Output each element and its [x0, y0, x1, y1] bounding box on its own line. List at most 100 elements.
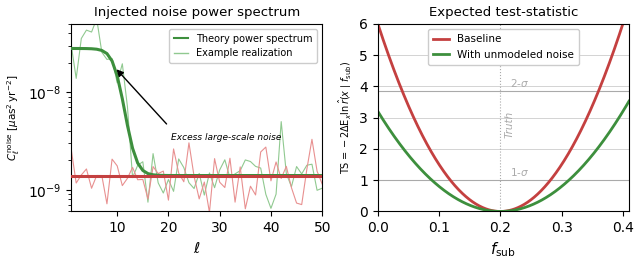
Example realization	[257, 174, 264, 177]
Theory power spectrum	[287, 174, 295, 177]
Example realization	[303, 174, 310, 177]
Example realization	[236, 174, 244, 177]
Example realization	[88, 174, 95, 177]
Theory power spectrum	[277, 174, 285, 177]
Legend: Theory power spectrum, Example realization: Theory power spectrum, Example realizati…	[169, 29, 317, 63]
Theory power spectrum	[211, 174, 218, 177]
X-axis label: $f_\mathrm{sub}$: $f_\mathrm{sub}$	[490, 241, 516, 259]
Theory power spectrum	[159, 174, 167, 177]
Example realization	[241, 174, 249, 177]
Example realization	[144, 174, 152, 177]
Example realization	[200, 174, 208, 177]
Example realization	[216, 174, 223, 177]
Theory power spectrum	[170, 174, 177, 177]
Example realization	[292, 174, 300, 177]
Example realization	[149, 174, 157, 177]
With unmodeled noise	[419, 169, 426, 173]
With unmodeled noise	[542, 196, 550, 199]
Theory power spectrum	[303, 174, 310, 177]
Example realization	[67, 174, 75, 177]
Theory power spectrum	[72, 47, 80, 50]
Theory power spectrum	[231, 174, 239, 177]
Example realization	[272, 174, 280, 177]
Example realization	[103, 174, 111, 177]
Theory power spectrum	[77, 47, 85, 50]
Theory power spectrum	[313, 174, 321, 177]
Theory power spectrum	[252, 174, 259, 177]
Example realization	[298, 174, 305, 177]
Line: With unmodeled noise: With unmodeled noise	[378, 101, 629, 211]
Baseline	[438, 168, 446, 171]
Line: Theory power spectrum: Theory power spectrum	[71, 48, 322, 175]
Baseline	[488, 209, 495, 212]
Theory power spectrum	[246, 174, 254, 177]
Example realization	[211, 174, 218, 177]
Theory power spectrum	[205, 174, 213, 177]
Theory power spectrum	[257, 174, 264, 177]
Theory power spectrum	[216, 174, 223, 177]
Title: Injected noise power spectrum: Injected noise power spectrum	[93, 6, 300, 19]
Legend: Baseline, With unmodeled noise: Baseline, With unmodeled noise	[428, 29, 579, 65]
Baseline	[419, 134, 426, 137]
Title: Expected test-statistic: Expected test-statistic	[429, 6, 578, 19]
Theory power spectrum	[118, 97, 126, 100]
Example realization	[246, 174, 254, 177]
Example realization	[195, 174, 203, 177]
Line: Baseline: Baseline	[378, 5, 629, 211]
Example realization	[164, 174, 172, 177]
Theory power spectrum	[83, 47, 90, 50]
Text: Truth: Truth	[504, 110, 514, 138]
Example realization	[93, 174, 100, 177]
Theory power spectrum	[175, 174, 182, 177]
Theory power spectrum	[139, 169, 147, 172]
Theory power spectrum	[134, 161, 141, 165]
Theory power spectrum	[272, 174, 280, 177]
Theory power spectrum	[221, 174, 228, 177]
Theory power spectrum	[108, 59, 116, 63]
Theory power spectrum	[236, 174, 244, 177]
Baseline	[497, 210, 504, 213]
Example realization	[287, 174, 295, 177]
Example realization	[134, 174, 141, 177]
Theory power spectrum	[113, 74, 121, 77]
Baseline	[522, 201, 530, 205]
Theory power spectrum	[154, 174, 162, 177]
Example realization	[267, 174, 275, 177]
Theory power spectrum	[67, 47, 75, 50]
Theory power spectrum	[262, 174, 269, 177]
Text: Excess large-scale noise: Excess large-scale noise	[171, 133, 282, 142]
Baseline	[542, 184, 550, 187]
Example realization	[313, 174, 321, 177]
Theory power spectrum	[298, 174, 305, 177]
Theory power spectrum	[98, 49, 106, 52]
With unmodeled noise	[374, 110, 381, 113]
Example realization	[129, 174, 136, 177]
Theory power spectrum	[124, 124, 131, 127]
Example realization	[180, 174, 188, 177]
Y-axis label: $C_\ell^\mathrm{noise}\;[\mu\mathrm{as}^2\,\mathrm{yr}^{-2}]$: $C_\ell^\mathrm{noise}\;[\mu\mathrm{as}^…	[6, 74, 22, 161]
Theory power spectrum	[185, 174, 193, 177]
Baseline	[564, 154, 572, 157]
Theory power spectrum	[195, 174, 203, 177]
Example realization	[108, 174, 116, 177]
Example realization	[159, 174, 167, 177]
With unmodeled noise	[488, 209, 495, 213]
Example realization	[282, 174, 290, 177]
With unmodeled noise	[522, 205, 530, 209]
Example realization	[124, 174, 131, 177]
Example realization	[83, 174, 90, 177]
Example realization	[308, 174, 316, 177]
Example realization	[262, 174, 269, 177]
Theory power spectrum	[103, 52, 111, 55]
Example realization	[252, 174, 259, 177]
Example realization	[318, 174, 326, 177]
Theory power spectrum	[93, 48, 100, 51]
With unmodeled noise	[625, 100, 633, 103]
Example realization	[205, 174, 213, 177]
Example realization	[170, 174, 177, 177]
Theory power spectrum	[164, 174, 172, 177]
Theory power spectrum	[149, 173, 157, 176]
Theory power spectrum	[88, 47, 95, 50]
Baseline	[374, 22, 381, 25]
Theory power spectrum	[190, 174, 198, 177]
